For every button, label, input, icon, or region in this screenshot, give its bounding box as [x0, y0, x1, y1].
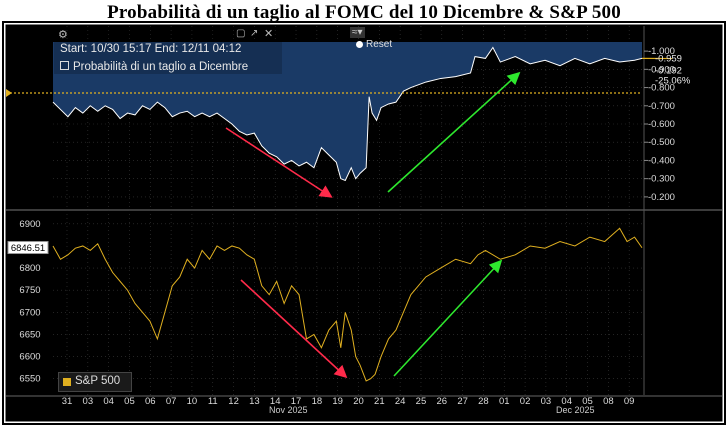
- spx-current-label: 6846.51: [11, 243, 45, 254]
- bottom-y-tick-label: 6700: [19, 307, 40, 318]
- x-tick-label: 25: [416, 396, 427, 407]
- x-tick-label: 20: [353, 396, 364, 407]
- x-tick-label: 05: [124, 396, 135, 407]
- top-y-tick-label: -0.900: [648, 64, 675, 75]
- x-tick-label: 13: [249, 396, 260, 407]
- x-tick-label: 14: [270, 396, 281, 407]
- x-tick-label: 03: [83, 396, 94, 407]
- top-down-arrow: [225, 127, 333, 198]
- spx-legend-label: S&P 500: [75, 375, 121, 387]
- expand-icon[interactable]: ↗: [250, 28, 259, 39]
- close-icon[interactable]: ✕: [264, 28, 274, 40]
- top-y-tick-label: -0.700: [648, 101, 675, 112]
- probability-area: [53, 42, 642, 181]
- x-tick-label: 18: [312, 396, 323, 407]
- series-label: Probabilità di un taglio a Dicembre: [73, 61, 249, 73]
- x-tick-label: 27: [457, 396, 468, 407]
- x-tick-label: 12: [228, 396, 239, 407]
- x-tick-label: 28: [478, 396, 489, 407]
- top-y-tick-label: -1.000: [648, 46, 675, 57]
- x-tick-label: 08: [603, 396, 614, 407]
- zoom-icon[interactable]: ▢: [236, 28, 246, 39]
- bottom-y-tick-label: 6800: [19, 263, 40, 274]
- reset-label: Reset: [366, 39, 393, 50]
- x-tick-label: 04: [103, 396, 114, 407]
- info-panel: [54, 26, 282, 74]
- x-tick-label: 10: [187, 396, 198, 407]
- chart-title: Probabilità di un taglio al FOMC del 10 …: [107, 2, 621, 23]
- top-y-tick-label: -0.200: [648, 192, 675, 203]
- bottom-y-tick-label: 6900: [19, 219, 40, 230]
- spx-current-label-box: [7, 241, 49, 255]
- series-legend-row: Probabilità di un taglio a Dicembre: [60, 57, 248, 75]
- bottom-y-tick-label: 6750: [19, 285, 40, 296]
- month-label-nov: Nov 2025: [269, 405, 308, 415]
- bottom-y-tick-label: 6600: [19, 352, 40, 363]
- top-y-tick-label: -0.800: [648, 83, 675, 94]
- top-y-tick-label: -0.500: [648, 137, 675, 148]
- bottom-y-tick-label: 6650: [19, 329, 40, 340]
- bottom-y-tick-label: 6550: [19, 374, 40, 385]
- x-tick-label: 07: [166, 396, 177, 407]
- top-y-tick-label: -0.300: [648, 174, 675, 185]
- x-tick-label: 21: [374, 396, 385, 407]
- series-swatch: [60, 61, 69, 71]
- chart-type-icon[interactable]: ≈▾: [350, 27, 365, 38]
- current-value-label: -0.959: [655, 54, 682, 65]
- x-tick-label: 05: [582, 396, 593, 407]
- x-tick-label: 03: [541, 396, 552, 407]
- x-tick-label: 02: [520, 396, 531, 407]
- range-text: Start: 10/30 15:17 End: 12/11 04:12: [60, 43, 242, 55]
- current-value-label: -25.06%: [655, 76, 691, 87]
- x-tick-label: 31: [62, 396, 73, 407]
- bottom-up-arrow: [393, 259, 503, 377]
- top-up-arrow: [387, 71, 521, 193]
- x-tick-label: 24: [395, 396, 406, 407]
- x-tick-label: 17: [291, 396, 302, 407]
- probability-line: [52, 46, 643, 182]
- top-y-tick-label: -0.400: [648, 155, 675, 166]
- x-tick-label: 19: [332, 396, 343, 407]
- current-value-label: -0.192: [655, 66, 682, 77]
- bottom-down-arrow: [240, 279, 348, 379]
- spx-line: [52, 227, 643, 382]
- month-label-dec: Dec 2025: [556, 405, 595, 415]
- reset-icon: [356, 40, 363, 48]
- reference-marker: [6, 89, 12, 98]
- x-tick-label: 26: [436, 396, 447, 407]
- reset-button[interactable]: Reset: [356, 39, 392, 51]
- x-tick-label: 11: [208, 396, 218, 407]
- gear-icon[interactable]: ⚙: [58, 29, 68, 41]
- x-tick-label: 06: [145, 396, 156, 407]
- x-tick-label: 09: [624, 396, 635, 407]
- top-y-tick-label: -0.600: [648, 119, 675, 130]
- spx-legend: S&P 500: [58, 372, 132, 392]
- x-tick-label: 01: [499, 396, 510, 407]
- spx-legend-swatch: [63, 378, 71, 386]
- x-tick-label: 04: [561, 396, 572, 407]
